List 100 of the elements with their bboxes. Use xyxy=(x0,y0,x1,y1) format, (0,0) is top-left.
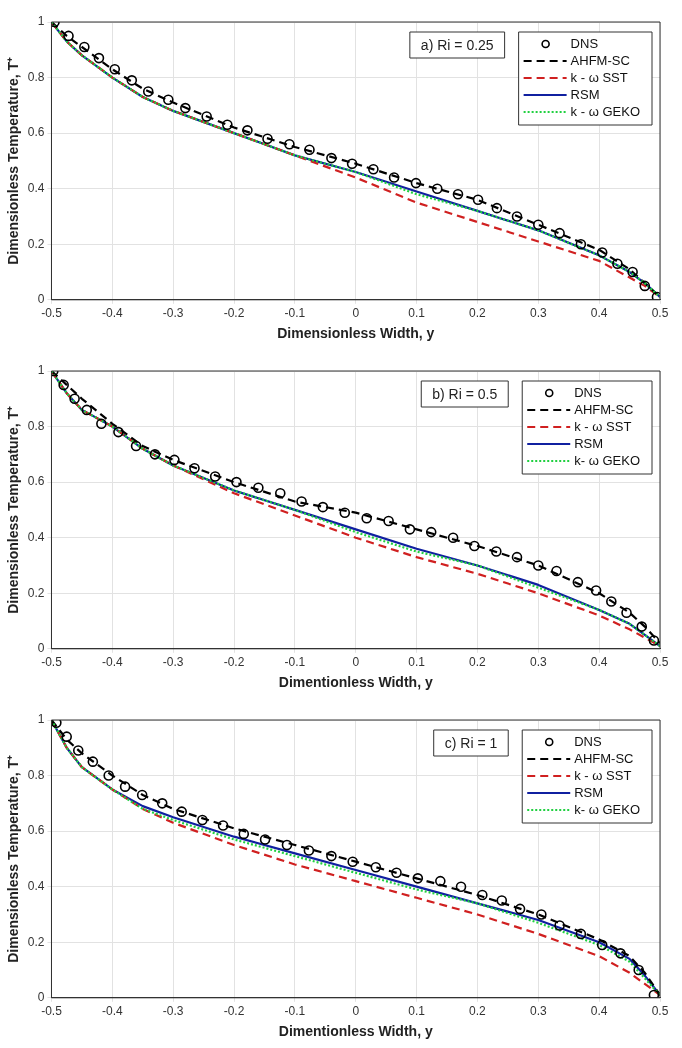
point xyxy=(636,621,648,632)
point xyxy=(606,596,617,607)
point xyxy=(477,889,488,901)
x-tick-label: 0.1 xyxy=(408,655,426,670)
point xyxy=(79,41,90,53)
x-axis-title: Dimentionless Width, y xyxy=(278,1023,433,1040)
legend-label: DNS xyxy=(570,35,599,51)
point xyxy=(281,839,293,851)
legend-label: DNS xyxy=(574,733,603,749)
annotation: a) Ri = 0.25 xyxy=(420,36,494,53)
legend-label: AHFM-SC xyxy=(574,750,634,766)
point xyxy=(472,194,484,206)
point xyxy=(326,152,337,164)
point xyxy=(149,449,161,460)
y-tick-label: 0.6 xyxy=(27,474,45,489)
x-axis-title: Dimentionless Width, y xyxy=(278,674,433,691)
point xyxy=(176,806,188,817)
point xyxy=(201,111,212,122)
point xyxy=(596,939,608,951)
point xyxy=(259,834,271,845)
point xyxy=(346,158,358,169)
point xyxy=(142,86,154,97)
legend-label: RSM xyxy=(574,784,604,800)
x-tick-label: -0.5 xyxy=(41,655,63,670)
point xyxy=(284,138,295,150)
y-tick-label: 0.4 xyxy=(27,180,45,195)
y-tick-label: 0.2 xyxy=(27,236,45,251)
point xyxy=(368,163,379,175)
point xyxy=(103,770,114,781)
y-tick-label: 0 xyxy=(37,990,45,1005)
x-tick-label: -0.4 xyxy=(101,1004,123,1019)
point xyxy=(156,798,168,809)
point xyxy=(554,920,565,931)
y-axis-title: Dimensionless Temperature, T⁺ xyxy=(5,405,22,614)
x-tick-label: -0.3 xyxy=(162,655,184,670)
point xyxy=(304,144,315,156)
point xyxy=(238,828,250,840)
point xyxy=(388,172,400,183)
y-tick-label: 0.2 xyxy=(27,585,45,600)
line-series xyxy=(51,720,660,997)
legend-label: k - ω SST xyxy=(570,69,628,85)
point xyxy=(81,404,93,416)
point xyxy=(113,426,124,438)
point xyxy=(222,119,233,131)
point xyxy=(404,524,416,535)
point xyxy=(303,845,315,856)
point xyxy=(511,551,523,563)
x-tick-label: 0.5 xyxy=(651,655,669,670)
point xyxy=(163,94,174,106)
y-tick-label: 0.8 xyxy=(27,767,45,782)
y-tick-label: 0.8 xyxy=(27,69,45,84)
point xyxy=(575,238,587,250)
point xyxy=(109,63,121,75)
point xyxy=(130,440,142,452)
y-tick-label: 0 xyxy=(37,292,45,307)
legend-label: AHFM-SC xyxy=(574,401,634,417)
point xyxy=(575,928,587,940)
legend-label: k- ω GEKO xyxy=(574,801,641,817)
point xyxy=(435,875,446,887)
x-tick-label: 0.5 xyxy=(651,306,669,321)
legend-label: RSM xyxy=(574,435,604,451)
point xyxy=(425,526,437,538)
x-tick-label: 0.3 xyxy=(529,306,547,321)
point xyxy=(72,745,84,756)
point xyxy=(51,720,62,729)
point xyxy=(551,565,562,577)
point xyxy=(361,512,372,524)
legend-label: k- ω GEKO xyxy=(574,452,641,468)
point xyxy=(596,247,608,258)
x-tick-label: -0.5 xyxy=(41,1004,63,1019)
x-tick-label: -0.2 xyxy=(223,655,245,670)
point xyxy=(189,462,200,474)
point xyxy=(317,501,329,513)
point xyxy=(370,861,382,873)
legend-label: AHFM-SC xyxy=(570,52,630,68)
point xyxy=(253,482,264,493)
x-tick-label: -0.1 xyxy=(284,655,306,670)
x-tick-label: -0.3 xyxy=(162,306,184,321)
point xyxy=(169,454,180,466)
x-tick-label: 0.4 xyxy=(590,306,608,321)
y-tick-label: 1 xyxy=(37,14,45,29)
point xyxy=(58,379,69,391)
x-tick-label: 0.5 xyxy=(651,1004,669,1019)
point xyxy=(61,731,72,742)
x-tick-label: -0.3 xyxy=(162,1004,184,1019)
y-tick-label: 0 xyxy=(37,641,45,656)
point xyxy=(455,881,467,892)
point xyxy=(87,756,99,767)
point xyxy=(469,540,480,552)
point xyxy=(339,507,351,518)
point xyxy=(511,211,523,222)
x-tick-label: -0.4 xyxy=(101,306,123,321)
point xyxy=(533,560,544,571)
point xyxy=(491,202,503,214)
point xyxy=(572,576,584,588)
point xyxy=(554,227,565,239)
point xyxy=(639,280,651,292)
point xyxy=(533,219,544,231)
point xyxy=(514,903,526,915)
x-tick-label: 0 xyxy=(352,655,360,670)
